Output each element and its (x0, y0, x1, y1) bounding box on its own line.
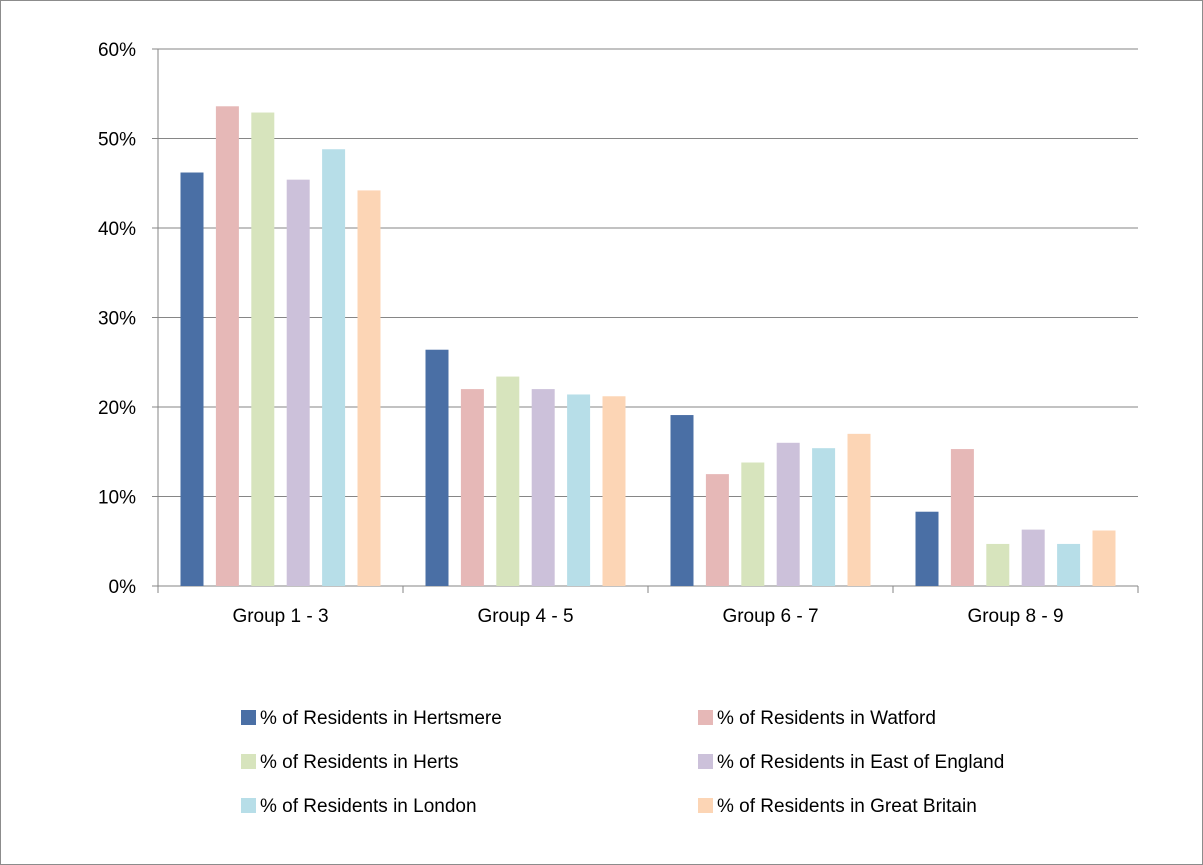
legend-swatch (698, 754, 713, 769)
bar (1092, 530, 1116, 586)
x-category-label: Group 4 - 5 (477, 606, 573, 627)
legend: % of Residents in Hertsmere % of Resident… (241, 708, 1004, 817)
bar (812, 448, 836, 586)
bar (215, 106, 239, 586)
bar (1021, 529, 1045, 586)
y-tick-label: 50% (98, 130, 136, 151)
y-tick-label: 0% (109, 577, 137, 598)
legend-label: % of Residents in East of England (717, 752, 1004, 773)
bar (950, 449, 974, 586)
bar (496, 376, 520, 586)
legend-label: % of Residents in Herts (260, 752, 459, 773)
legend-label: % of Residents in London (260, 796, 477, 817)
bar (531, 389, 555, 586)
y-tick-label: 40% (98, 219, 136, 240)
bar (322, 149, 346, 587)
bar (567, 394, 591, 586)
bar (847, 433, 871, 586)
legend-swatch (241, 710, 256, 725)
y-tick-label: 20% (98, 398, 136, 419)
axes (152, 48, 1139, 593)
bar (741, 462, 765, 586)
bar (602, 396, 626, 586)
x-category-label: Group 8 - 9 (967, 606, 1063, 627)
bar (425, 349, 449, 586)
x-category-label: Group 1 - 3 (232, 606, 328, 627)
axis-labels: 0% 10% 20% 30% 40% 50% 60% Group 1 - 3 Group 4 -… (98, 40, 1064, 627)
bar (357, 190, 381, 586)
bar (915, 511, 939, 586)
legend-swatch (698, 798, 713, 813)
bar (251, 112, 275, 587)
bar (460, 389, 484, 586)
x-category-label: Group 6 - 7 (722, 606, 818, 627)
bars (180, 106, 1116, 587)
bar (776, 442, 800, 586)
bar (986, 543, 1010, 586)
y-tick-label: 10% (98, 488, 136, 509)
gridlines (158, 48, 1138, 497)
y-tick-label: 60% (98, 40, 136, 61)
bar (1057, 543, 1081, 586)
legend-swatch (241, 754, 256, 769)
legend-label: % of Residents in Watford (717, 708, 936, 729)
bar (180, 172, 204, 586)
bar (670, 415, 694, 586)
legend-label: % of Residents in Hertsmere (260, 708, 502, 729)
y-tick-label: 30% (98, 309, 136, 330)
legend-swatch (698, 710, 713, 725)
bar (705, 474, 729, 586)
bar (286, 179, 310, 587)
legend-label: % of Residents in Great Britain (717, 796, 977, 817)
legend-swatch (241, 798, 256, 813)
